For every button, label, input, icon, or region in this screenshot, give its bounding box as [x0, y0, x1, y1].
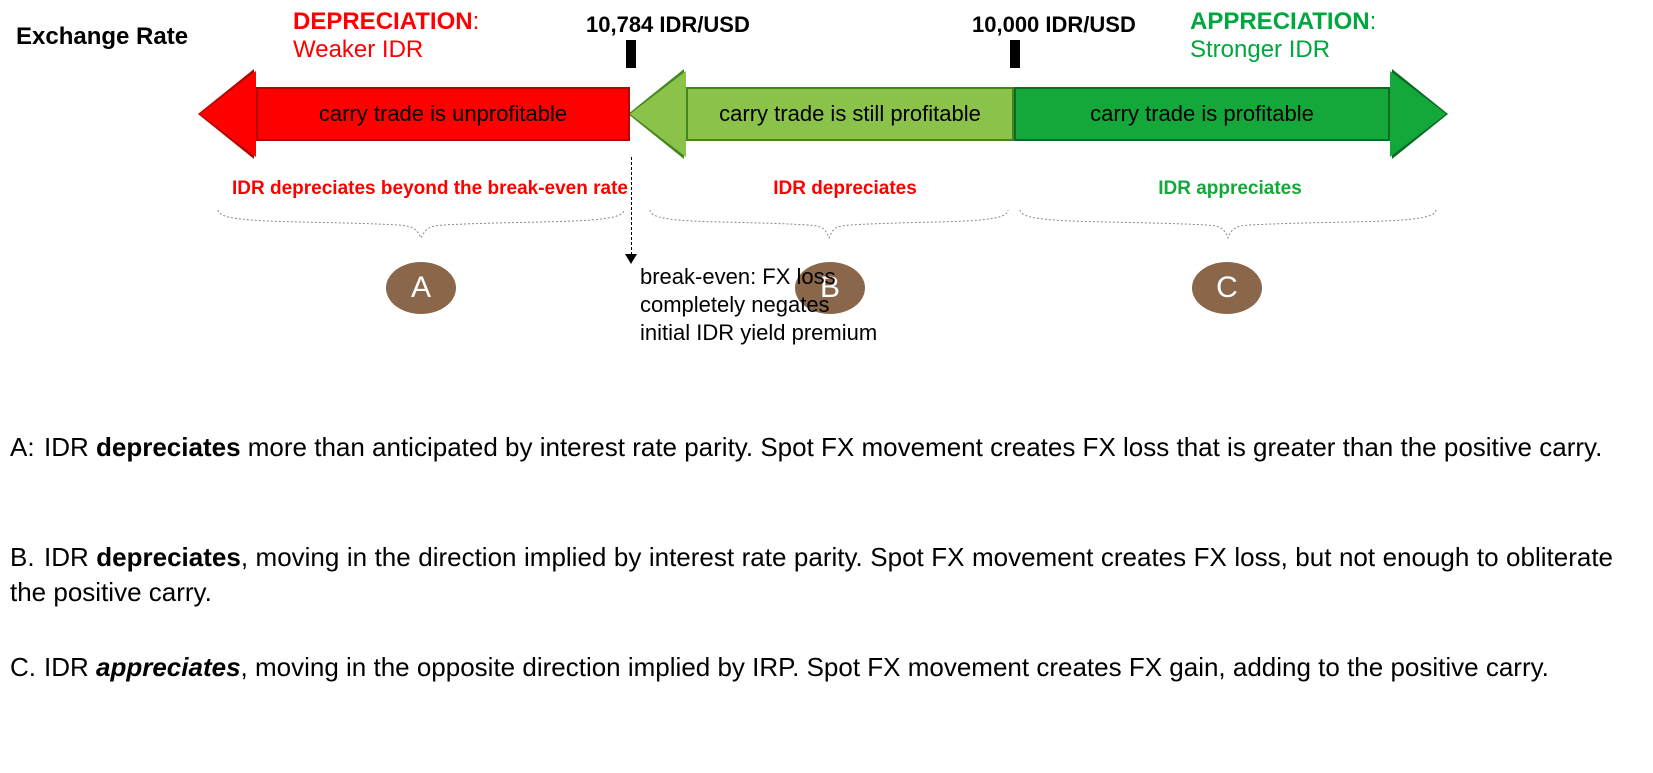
brace-a — [218, 210, 624, 250]
brace-b — [650, 210, 1008, 250]
arrow-region-a: carry trade is unprofitable — [200, 71, 630, 157]
breakeven-note-l2: completely negates — [640, 292, 830, 317]
scenario-b-post: , moving in the direction implied by int… — [10, 542, 1613, 607]
breakeven-note: break-even: FX loss completely negates i… — [640, 263, 920, 347]
appreciation-sub: Stronger IDR — [1190, 36, 1330, 63]
depreciation-word: DEPRECIATION — [293, 8, 473, 35]
scenario-a-pre: IDR — [44, 432, 96, 462]
depreciation-colon: : — [473, 8, 480, 35]
scenario-b-marker: B. — [10, 540, 44, 575]
appreciation-heading-container: APPRECIATION: Stronger IDR — [1190, 8, 1376, 64]
page-title: Exchange Rate — [16, 23, 188, 51]
region-c-caption: IDR appreciates — [1030, 178, 1430, 200]
breakeven-tick — [626, 40, 636, 68]
arrow-a-text: carry trade is unprofitable — [256, 87, 630, 141]
scenario-c: C.IDR appreciates, moving in the opposit… — [10, 650, 1613, 685]
initial-tick — [1010, 40, 1020, 68]
badge-a: A — [386, 262, 456, 314]
badge-c: C — [1192, 262, 1262, 314]
breakeven-rate-label: 10,784 IDR/USD — [586, 12, 750, 38]
scenario-c-post: , moving in the opposite direction impli… — [241, 652, 1549, 682]
scenario-a: A:IDR depreciates more than anticipated … — [10, 430, 1613, 465]
region-b-caption: IDR depreciates — [680, 178, 1010, 200]
initial-rate-label: 10,000 IDR/USD — [972, 12, 1136, 38]
appreciation-colon: : — [1370, 8, 1377, 35]
arrow-region-c: carry trade is profitable — [1014, 71, 1446, 157]
depreciation-heading-container: DEPRECIATION: Weaker IDR — [293, 8, 479, 64]
arrow-b-text: carry trade is still profitable — [686, 87, 1014, 141]
arrow-c-text: carry trade is profitable — [1014, 87, 1390, 141]
badge-c-label: C — [1216, 271, 1238, 305]
scenario-b-emph: depreciates — [96, 542, 241, 572]
breakeven-guide-line — [631, 157, 632, 255]
scenario-a-emph: depreciates — [96, 432, 241, 462]
arrow-region-b: carry trade is still profitable — [630, 71, 1014, 157]
scenario-a-marker: A: — [10, 430, 44, 465]
badge-a-label: A — [411, 271, 431, 305]
breakeven-guide-arrowhead — [625, 254, 637, 264]
scenario-c-emph: appreciates — [96, 652, 241, 682]
scenario-a-post: more than anticipated by interest rate p… — [241, 432, 1603, 462]
scenario-c-marker: C. — [10, 650, 44, 685]
depreciation-sub: Weaker IDR — [293, 36, 423, 63]
region-a-caption: IDR depreciates beyond the break-even ra… — [230, 178, 630, 200]
scenario-c-pre: IDR — [44, 652, 96, 682]
brace-c — [1020, 210, 1436, 250]
breakeven-note-l3: initial IDR yield premium — [640, 320, 877, 345]
scenario-b-pre: IDR — [44, 542, 96, 572]
breakeven-note-l1: break-even: FX loss — [640, 264, 836, 289]
appreciation-word: APPRECIATION — [1190, 8, 1370, 35]
scenario-b: B.IDR depreciates, moving in the directi… — [10, 540, 1613, 610]
